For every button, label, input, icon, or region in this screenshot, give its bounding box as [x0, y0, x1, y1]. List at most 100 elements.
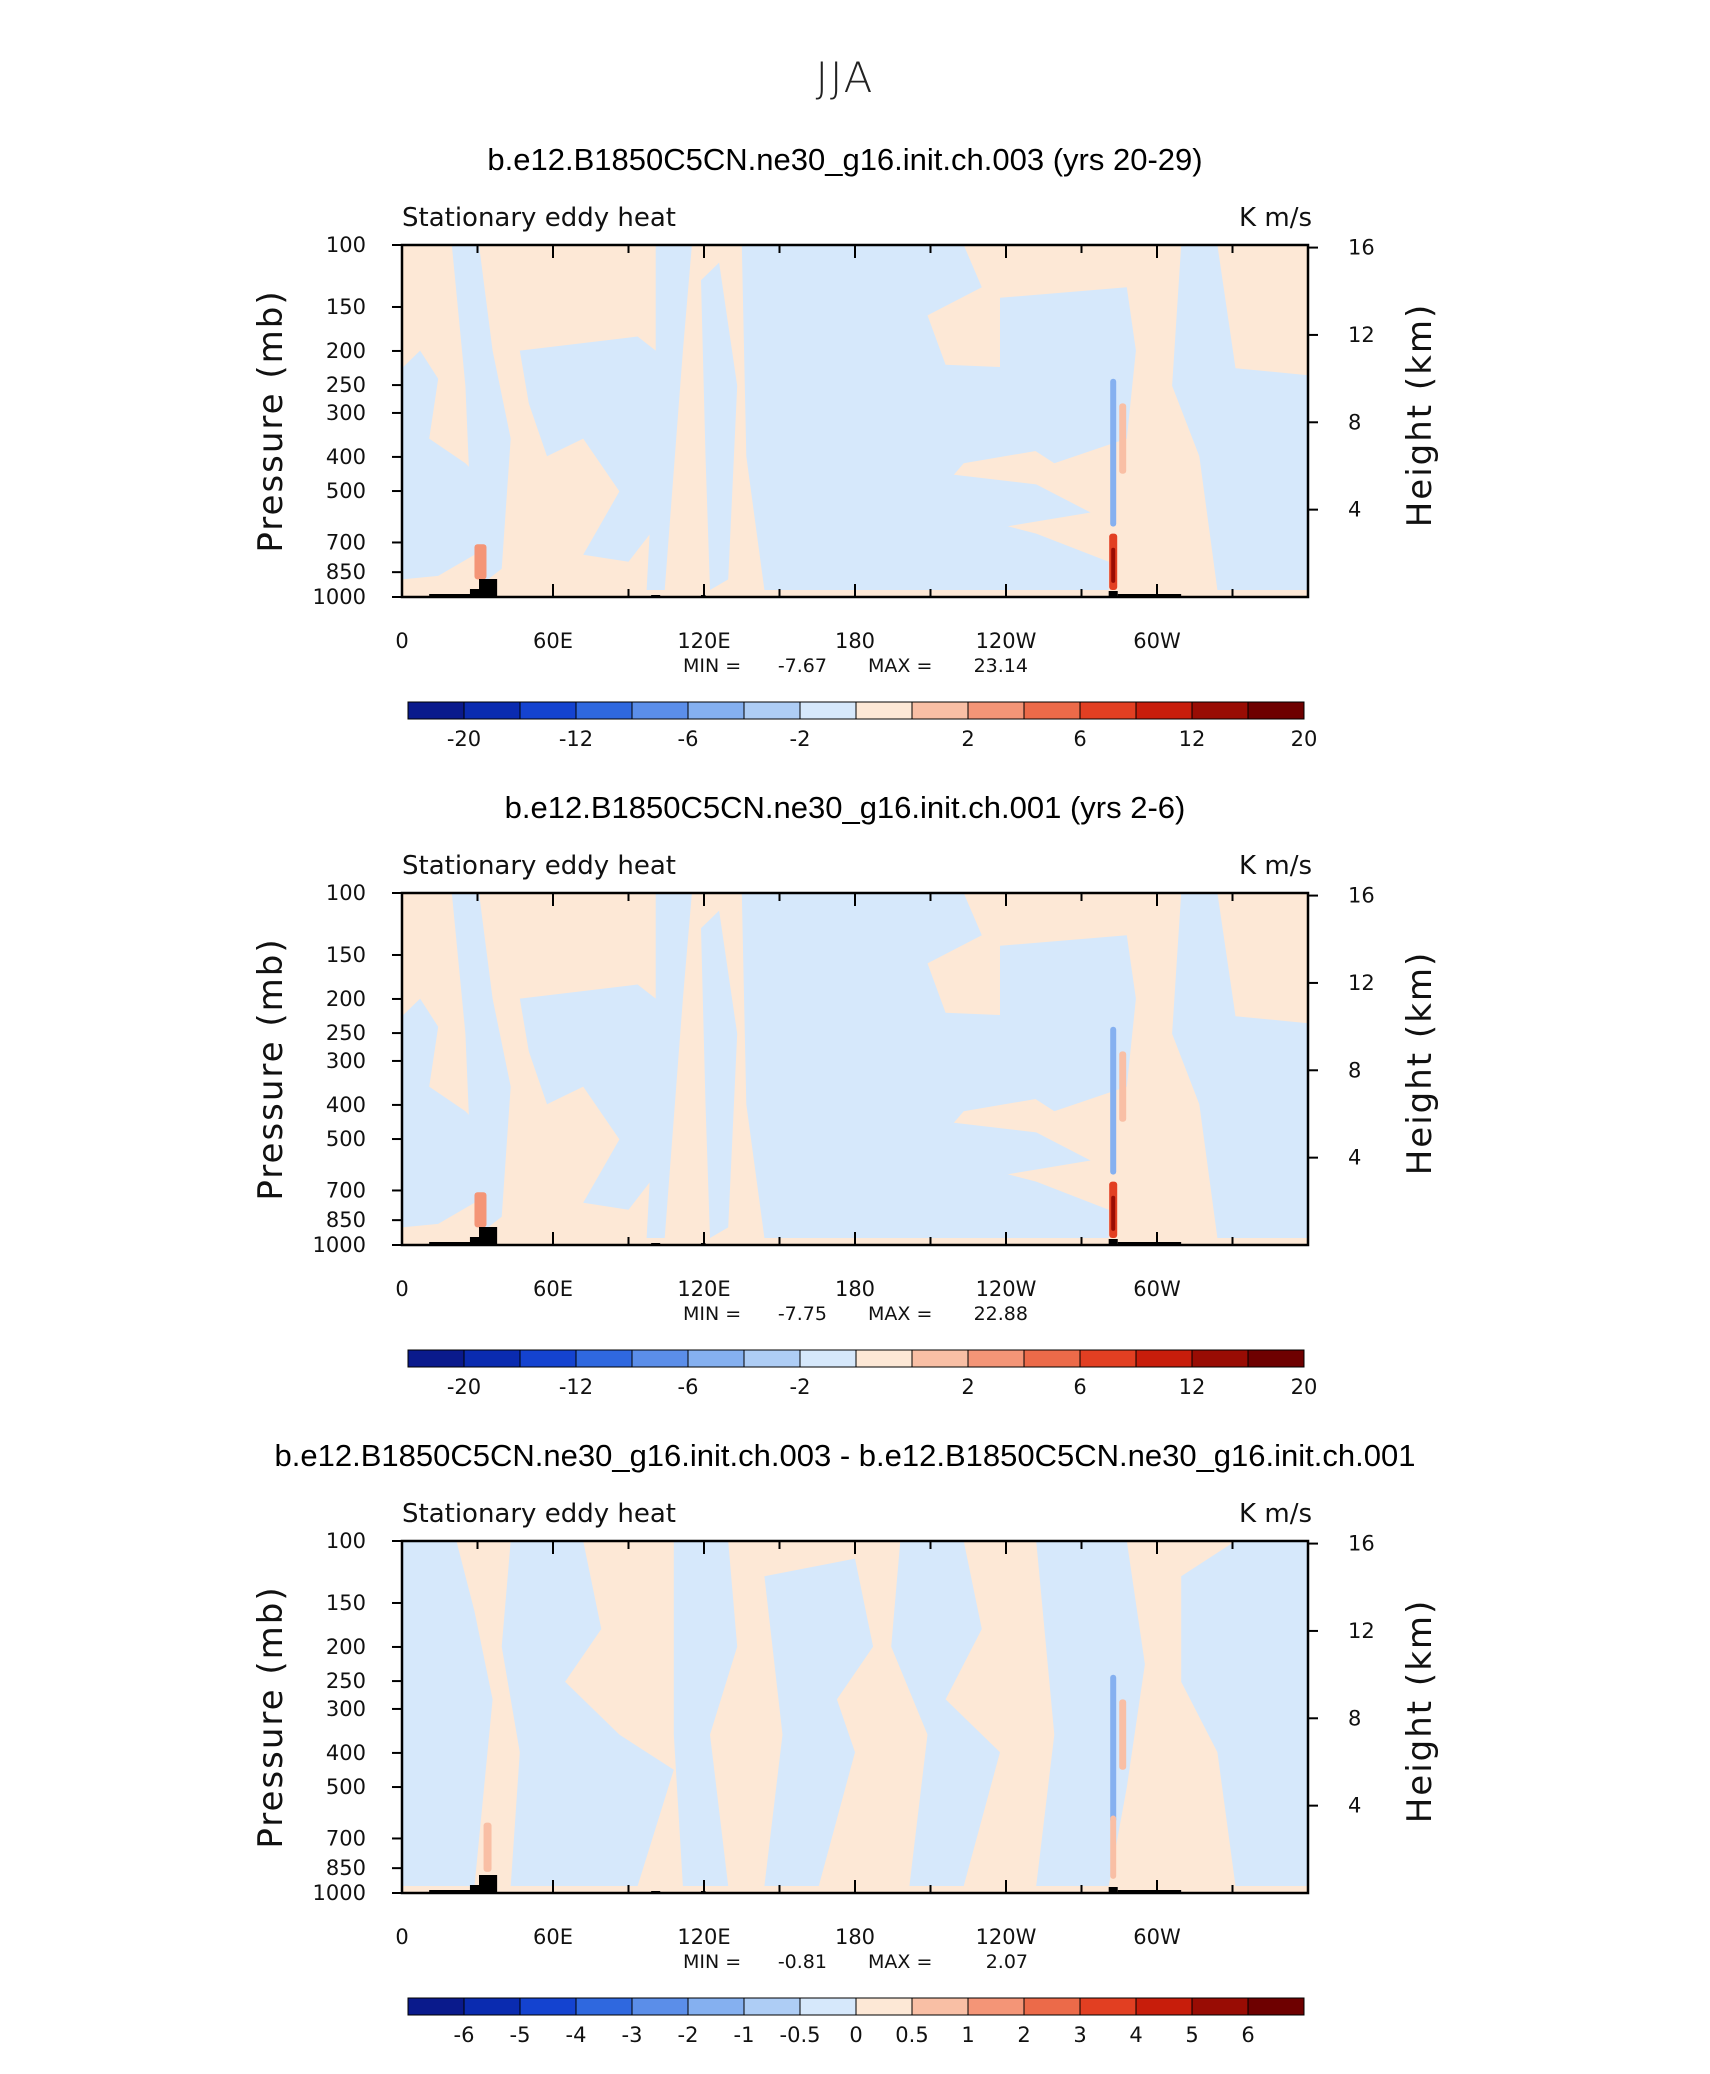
field-region — [701, 262, 738, 590]
y-tick-label: 250 — [326, 373, 366, 397]
colorbar-box — [1135, 1349, 1193, 1368]
colorbar-box — [687, 1349, 745, 1368]
colorbar-box — [631, 1997, 689, 2016]
plot-area — [402, 1541, 1308, 1893]
colorbar-box — [687, 701, 745, 720]
x-tick-label: 0 — [395, 1925, 408, 1949]
y2-axis-label: Height (km) — [1400, 951, 1440, 1176]
x-tick-label: 60W — [1133, 629, 1181, 653]
land-mask — [1108, 1887, 1118, 1893]
colorbar-box — [575, 1349, 633, 1368]
land-mask — [1117, 1242, 1182, 1245]
field-region — [402, 1541, 493, 1886]
y-tick-label: 300 — [326, 401, 366, 425]
colorbar-label: -0.5 — [780, 2023, 821, 2047]
colorbar-box — [575, 701, 633, 720]
colorbar-box — [1247, 1997, 1305, 2016]
panel-left-label: Stationary eddy heat — [402, 1499, 676, 1529]
x-tick-label: 0 — [395, 629, 408, 653]
y2-tick-label: 16 — [1348, 884, 1375, 908]
land-mask — [429, 1890, 480, 1893]
stat-min-label: MIN = — [683, 1951, 741, 1973]
field-region — [402, 998, 493, 1228]
land-mask — [1117, 594, 1182, 597]
spike-cool — [1110, 1674, 1117, 1823]
x-tick-label: 60W — [1133, 1925, 1181, 1949]
y2-tick-label: 16 — [1348, 1532, 1375, 1556]
colorbar-box — [1247, 1349, 1305, 1368]
land-mask — [479, 1875, 498, 1893]
land-mask — [429, 594, 480, 597]
spike-cool — [1110, 378, 1117, 527]
x-tick-label: 120E — [677, 629, 730, 653]
x-tick-label: 60W — [1133, 1277, 1181, 1301]
y-tick-label: 150 — [326, 943, 366, 967]
y-tick-label: 700 — [326, 1826, 366, 1850]
colorbar-label: -5 — [510, 2023, 531, 2047]
y2-tick-label: 8 — [1348, 1058, 1361, 1082]
field-region — [646, 893, 692, 1238]
colorbar-label: 1 — [961, 2023, 974, 2047]
stat-min-value: -7.75 — [778, 1303, 827, 1325]
colorbar-box — [407, 1349, 465, 1368]
x-tick-label: 120W — [976, 629, 1037, 653]
y-tick-label: 100 — [326, 881, 366, 905]
y-tick-label: 500 — [326, 1775, 366, 1799]
y-axis-label: Pressure (mb) — [251, 1585, 291, 1848]
field-region — [701, 910, 738, 1238]
spike-warm — [1119, 1699, 1127, 1770]
field-region — [501, 1541, 674, 1886]
y-tick-label: 300 — [326, 1697, 366, 1721]
colorbar-box — [911, 701, 969, 720]
colorbar-box — [463, 701, 521, 720]
colorbar-box — [1191, 1997, 1249, 2016]
colorbar-box — [855, 701, 913, 720]
colorbar-box — [799, 1997, 857, 2016]
spike-warm — [483, 1822, 492, 1872]
stat-max-label: MAX = — [868, 655, 932, 677]
colorbar-box — [463, 1349, 521, 1368]
colorbar-box — [1079, 1997, 1137, 2016]
plot-area — [402, 245, 1308, 597]
stat-min-value: -7.67 — [778, 655, 827, 677]
land-mask — [429, 1242, 480, 1245]
colorbar-box — [967, 1349, 1025, 1368]
y-tick-label: 700 — [326, 530, 366, 554]
colorbar-label: 5 — [1185, 2023, 1198, 2047]
spike-warm — [1119, 403, 1127, 474]
field-region — [451, 893, 511, 1231]
stat-max-value: 22.88 — [974, 1303, 1028, 1325]
y-tick-label: 100 — [326, 233, 366, 257]
field-region — [891, 1541, 1000, 1886]
colorbar-label: -1 — [734, 2023, 755, 2047]
y-axis-label: Pressure (mb) — [251, 937, 291, 1200]
colorbar-box — [1247, 701, 1305, 720]
colorbar-box — [1079, 701, 1137, 720]
colorbar-label: -12 — [559, 1375, 593, 1399]
x-tick-label: 60E — [533, 1277, 573, 1301]
panel-left-label: Stationary eddy heat — [402, 851, 676, 881]
y-tick-label: 700 — [326, 1178, 366, 1202]
spike-cool — [1110, 1026, 1117, 1175]
colorbar-label: 20 — [1291, 727, 1318, 751]
colorbar-box — [1191, 701, 1249, 720]
colorbar-label: 0.5 — [895, 2023, 928, 2047]
y-tick-label: 250 — [326, 1669, 366, 1693]
colorbar-box — [575, 1997, 633, 2016]
colorbar-box — [519, 1997, 577, 2016]
colorbar-box — [799, 1349, 857, 1368]
colorbar-box — [519, 1349, 577, 1368]
colorbar-label: -20 — [447, 727, 481, 751]
colorbar-box — [743, 701, 801, 720]
colorbar-label: 12 — [1179, 727, 1206, 751]
colorbar-box — [967, 1997, 1025, 2016]
colorbar-box — [1135, 1997, 1193, 2016]
colorbar-box — [407, 701, 465, 720]
field-region — [1172, 245, 1308, 590]
y2-axis-label: Height (km) — [1400, 1599, 1440, 1824]
field-region — [764, 1558, 874, 1886]
y-tick-label: 850 — [326, 1856, 366, 1880]
spike-warm-core — [1111, 547, 1116, 583]
spike-warm — [474, 1192, 487, 1228]
